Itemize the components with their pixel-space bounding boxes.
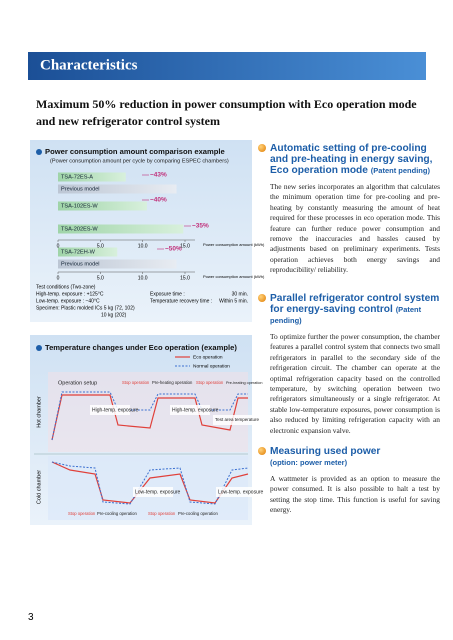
- annotation: Stop operation: [68, 511, 96, 516]
- zone-label: Hot chamber: [36, 396, 42, 428]
- annotations: Operation setup Stop operation Pre-heating…: [58, 380, 264, 516]
- section-body: A wattmeter is provided as an option to …: [270, 474, 440, 515]
- bar: [58, 184, 177, 194]
- annotation: Test area temperature: [215, 417, 260, 422]
- tick-label: 10.0: [138, 275, 148, 281]
- tick-label: 10.0: [138, 243, 148, 249]
- bar-label: TSA-72ES-A: [61, 174, 93, 180]
- test-line: Low-temp. exposure : −40°C: [36, 298, 100, 304]
- axis-label: Power consumption amount (kWh): [203, 242, 265, 247]
- section-heading: Measuring used power (option: power meter…: [258, 446, 440, 468]
- chart-title: Power consumption amount comparison exam…: [45, 147, 225, 156]
- heading-text: Parallel refrigerator control system for…: [270, 293, 440, 315]
- section-body: To optimize further the power consumptio…: [270, 332, 440, 435]
- annotation: Pre-heating operation: [226, 381, 263, 385]
- bar: [58, 259, 177, 269]
- tick-label: 5.0: [97, 243, 104, 249]
- bar: [58, 247, 118, 257]
- annotation: Pre-heating operation: [152, 380, 193, 385]
- annotation: High-temp. exposure: [172, 407, 219, 413]
- bar: [58, 172, 126, 182]
- annotation: Low-temp. exposure: [135, 489, 181, 495]
- tick-label: 5.0: [97, 275, 104, 281]
- section: Measuring used power (option: power meter…: [258, 446, 440, 516]
- annotation-bg: [133, 487, 173, 497]
- tick-label: 0: [57, 243, 60, 249]
- bullet: [36, 149, 42, 155]
- bar-label: Previous model: [61, 261, 100, 267]
- header-bar: [28, 52, 426, 80]
- annotation: Stop operation: [148, 511, 176, 516]
- bar-label: Previous model: [61, 186, 100, 192]
- axis-label: Power consumption amount (kWh): [203, 274, 265, 279]
- reduction-label: −43%: [150, 172, 167, 179]
- test-line: Exposure time :: [150, 291, 185, 297]
- bar-label: TSA-102ES-W: [61, 203, 98, 209]
- bar-label: TSA-202ES-W: [61, 226, 98, 232]
- bar: [58, 201, 147, 211]
- annotation: Operation setup: [58, 380, 97, 386]
- tick-label: 0: [57, 275, 60, 281]
- annotation-bg: [90, 405, 130, 415]
- annotation-bg: [216, 487, 256, 497]
- annotation-bg: [213, 415, 253, 425]
- heading-note: (option: power meter): [270, 458, 348, 467]
- annotation: Stop operation: [122, 380, 150, 385]
- hot-zone: [48, 372, 248, 452]
- annotation: High-temp. exposure: [92, 407, 139, 413]
- section: Automatic setting of pre-cooling and pre…: [258, 143, 440, 276]
- bar: [58, 224, 184, 234]
- section-body: The new series incorporates an algorithm…: [270, 182, 440, 275]
- normal-cold-curve: [51, 461, 249, 505]
- section-heading: Automatic setting of pre-cooling and pre…: [258, 143, 440, 176]
- power-chart: TSA-72ES-A Previous model TSA-102ES-W TSA-2…: [36, 172, 265, 319]
- normal-hot-curve: [51, 391, 248, 441]
- test-line: High-temp. exposure : +125°C: [36, 291, 104, 297]
- annotation: Pre-cooling operation: [178, 511, 218, 516]
- reduction-label: −40%: [150, 197, 167, 204]
- test-line: Within 5 min.: [219, 298, 248, 304]
- heading-text: Measuring used power: [270, 446, 381, 457]
- headline: Maximum 50% reduction in power consumpti…: [36, 97, 417, 128]
- legend-label: Normal operation: [193, 363, 230, 369]
- page-number: 3: [28, 612, 34, 623]
- heading-text: Automatic setting of pre-cooling and pre…: [270, 143, 433, 176]
- test-line: Specimen: Plastic molded ICs 5 kg (72, 1…: [36, 305, 135, 311]
- temp-title: Temperature changes under Eco operation …: [45, 343, 237, 352]
- reduction-label: −35%: [192, 223, 209, 230]
- annotation-bg: [170, 405, 210, 415]
- test-line: 30 min.: [232, 291, 248, 297]
- section: Parallel refrigerator control system for…: [258, 293, 440, 436]
- bullet: [36, 345, 42, 351]
- bar-label: TSA-72EH-W: [61, 249, 96, 255]
- tick-label: 15.0: [180, 243, 190, 249]
- tick-label: 15.0: [180, 275, 190, 281]
- annotation: Low-temp. exposure: [218, 489, 264, 495]
- section-heading: Parallel refrigerator control system for…: [258, 293, 440, 326]
- annotation: Stop operation: [196, 380, 224, 385]
- test-title: Test conditions (Two-zone): [36, 284, 96, 290]
- heading-note: (Patent pending): [270, 305, 422, 325]
- zone-label: Cold chamber: [36, 470, 42, 504]
- reduction-label: −50%: [165, 246, 182, 253]
- header-title: Characteristics: [40, 57, 138, 73]
- test-line: Temperature recovery time :: [150, 298, 212, 304]
- heading-note: (Patent pending): [370, 166, 430, 175]
- annotation: Pre-cooling operation: [97, 511, 137, 516]
- chart-subtitle: (Power consumption amount per cycle by c…: [50, 158, 229, 164]
- legend-label: Eco operation: [193, 354, 223, 360]
- test-line: 10 kg (202): [101, 312, 127, 318]
